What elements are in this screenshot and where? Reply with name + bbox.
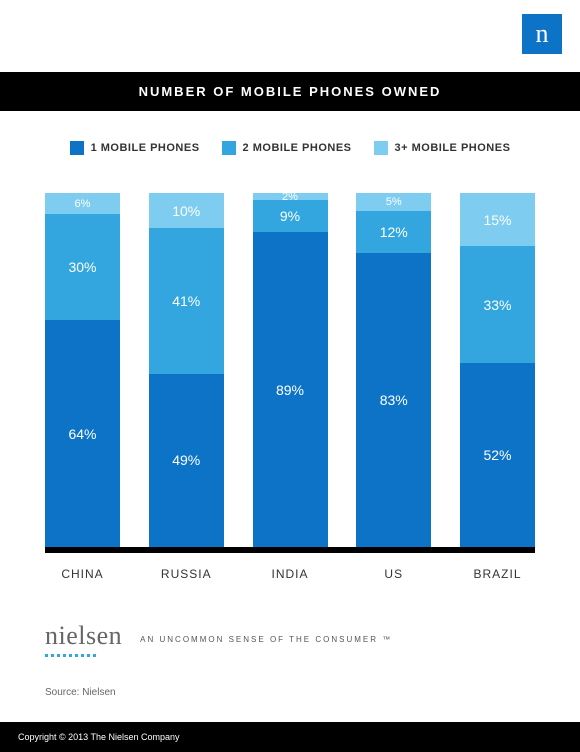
legend-swatch-icon (374, 141, 388, 155)
copyright-bar: Copyright © 2013 The Nielsen Company (0, 722, 580, 752)
footer-brand: nielsen AN UNCOMMON SENSE OF THE CONSUME… (0, 621, 580, 671)
legend-item-1: 1 MOBILE PHONES (70, 141, 200, 155)
legend-swatch-icon (70, 141, 84, 155)
bar-segment-one: 64% (45, 320, 120, 547)
category-label: US (356, 567, 431, 581)
bar-segment-two: 30% (45, 214, 120, 320)
brand-block: nielsen (45, 621, 122, 657)
category-label: INDIA (253, 567, 328, 581)
bar-segment-one: 83% (356, 253, 431, 547)
bar-segment-one: 52% (460, 363, 535, 547)
category-label: BRAZIL (460, 567, 535, 581)
legend-label: 1 MOBILE PHONES (91, 142, 200, 154)
nielsen-badge-icon: n (522, 14, 562, 54)
tagline: AN UNCOMMON SENSE OF THE CONSUMER ™ (140, 635, 392, 644)
legend-item-3: 3+ MOBILE PHONES (374, 141, 511, 155)
page-container: n NUMBER OF MOBILE PHONES OWNED 1 MOBILE… (0, 14, 580, 752)
chart-title: NUMBER OF MOBILE PHONES OWNED (0, 72, 580, 111)
bar-segment-one: 89% (253, 232, 328, 547)
category-labels: CHINA RUSSIA INDIA US BRAZIL (45, 553, 535, 621)
bar-segment-two: 41% (149, 228, 224, 373)
bar-segment-three: 6% (45, 193, 120, 214)
bar-segment-three: 10% (149, 193, 224, 228)
bar-column: 6%30%64% (45, 193, 120, 547)
bars-row: 6%30%64% 10%41%49% 2%9%89% 5%12%83% 15%33%52… (45, 193, 535, 553)
source-text: Source: Nielsen (0, 671, 580, 722)
legend-label: 3+ MOBILE PHONES (395, 142, 511, 154)
bar-column: 2%9%89% (253, 193, 328, 547)
bar-segment-two: 9% (253, 200, 328, 232)
bar-column: 15%33%52% (460, 193, 535, 547)
bar-segment-three: 15% (460, 193, 535, 246)
legend-swatch-icon (222, 141, 236, 155)
bar-segment-one: 49% (149, 374, 224, 547)
category-label: CHINA (45, 567, 120, 581)
chart-area: 6%30%64% 10%41%49% 2%9%89% 5%12%83% 15%33%52… (0, 193, 580, 621)
bar-column: 10%41%49% (149, 193, 224, 547)
bar-segment-two: 12% (356, 211, 431, 253)
category-label: RUSSIA (149, 567, 224, 581)
bar-segment-three: 2% (253, 193, 328, 200)
legend-label: 2 MOBILE PHONES (243, 142, 352, 154)
brand-dots-icon (45, 654, 122, 657)
bar-segment-two: 33% (460, 246, 535, 363)
chart-legend: 1 MOBILE PHONES 2 MOBILE PHONES 3+ MOBIL… (0, 111, 580, 193)
bar-column: 5%12%83% (356, 193, 431, 547)
brand-name: nielsen (45, 621, 122, 651)
legend-item-2: 2 MOBILE PHONES (222, 141, 352, 155)
bar-segment-three: 5% (356, 193, 431, 211)
